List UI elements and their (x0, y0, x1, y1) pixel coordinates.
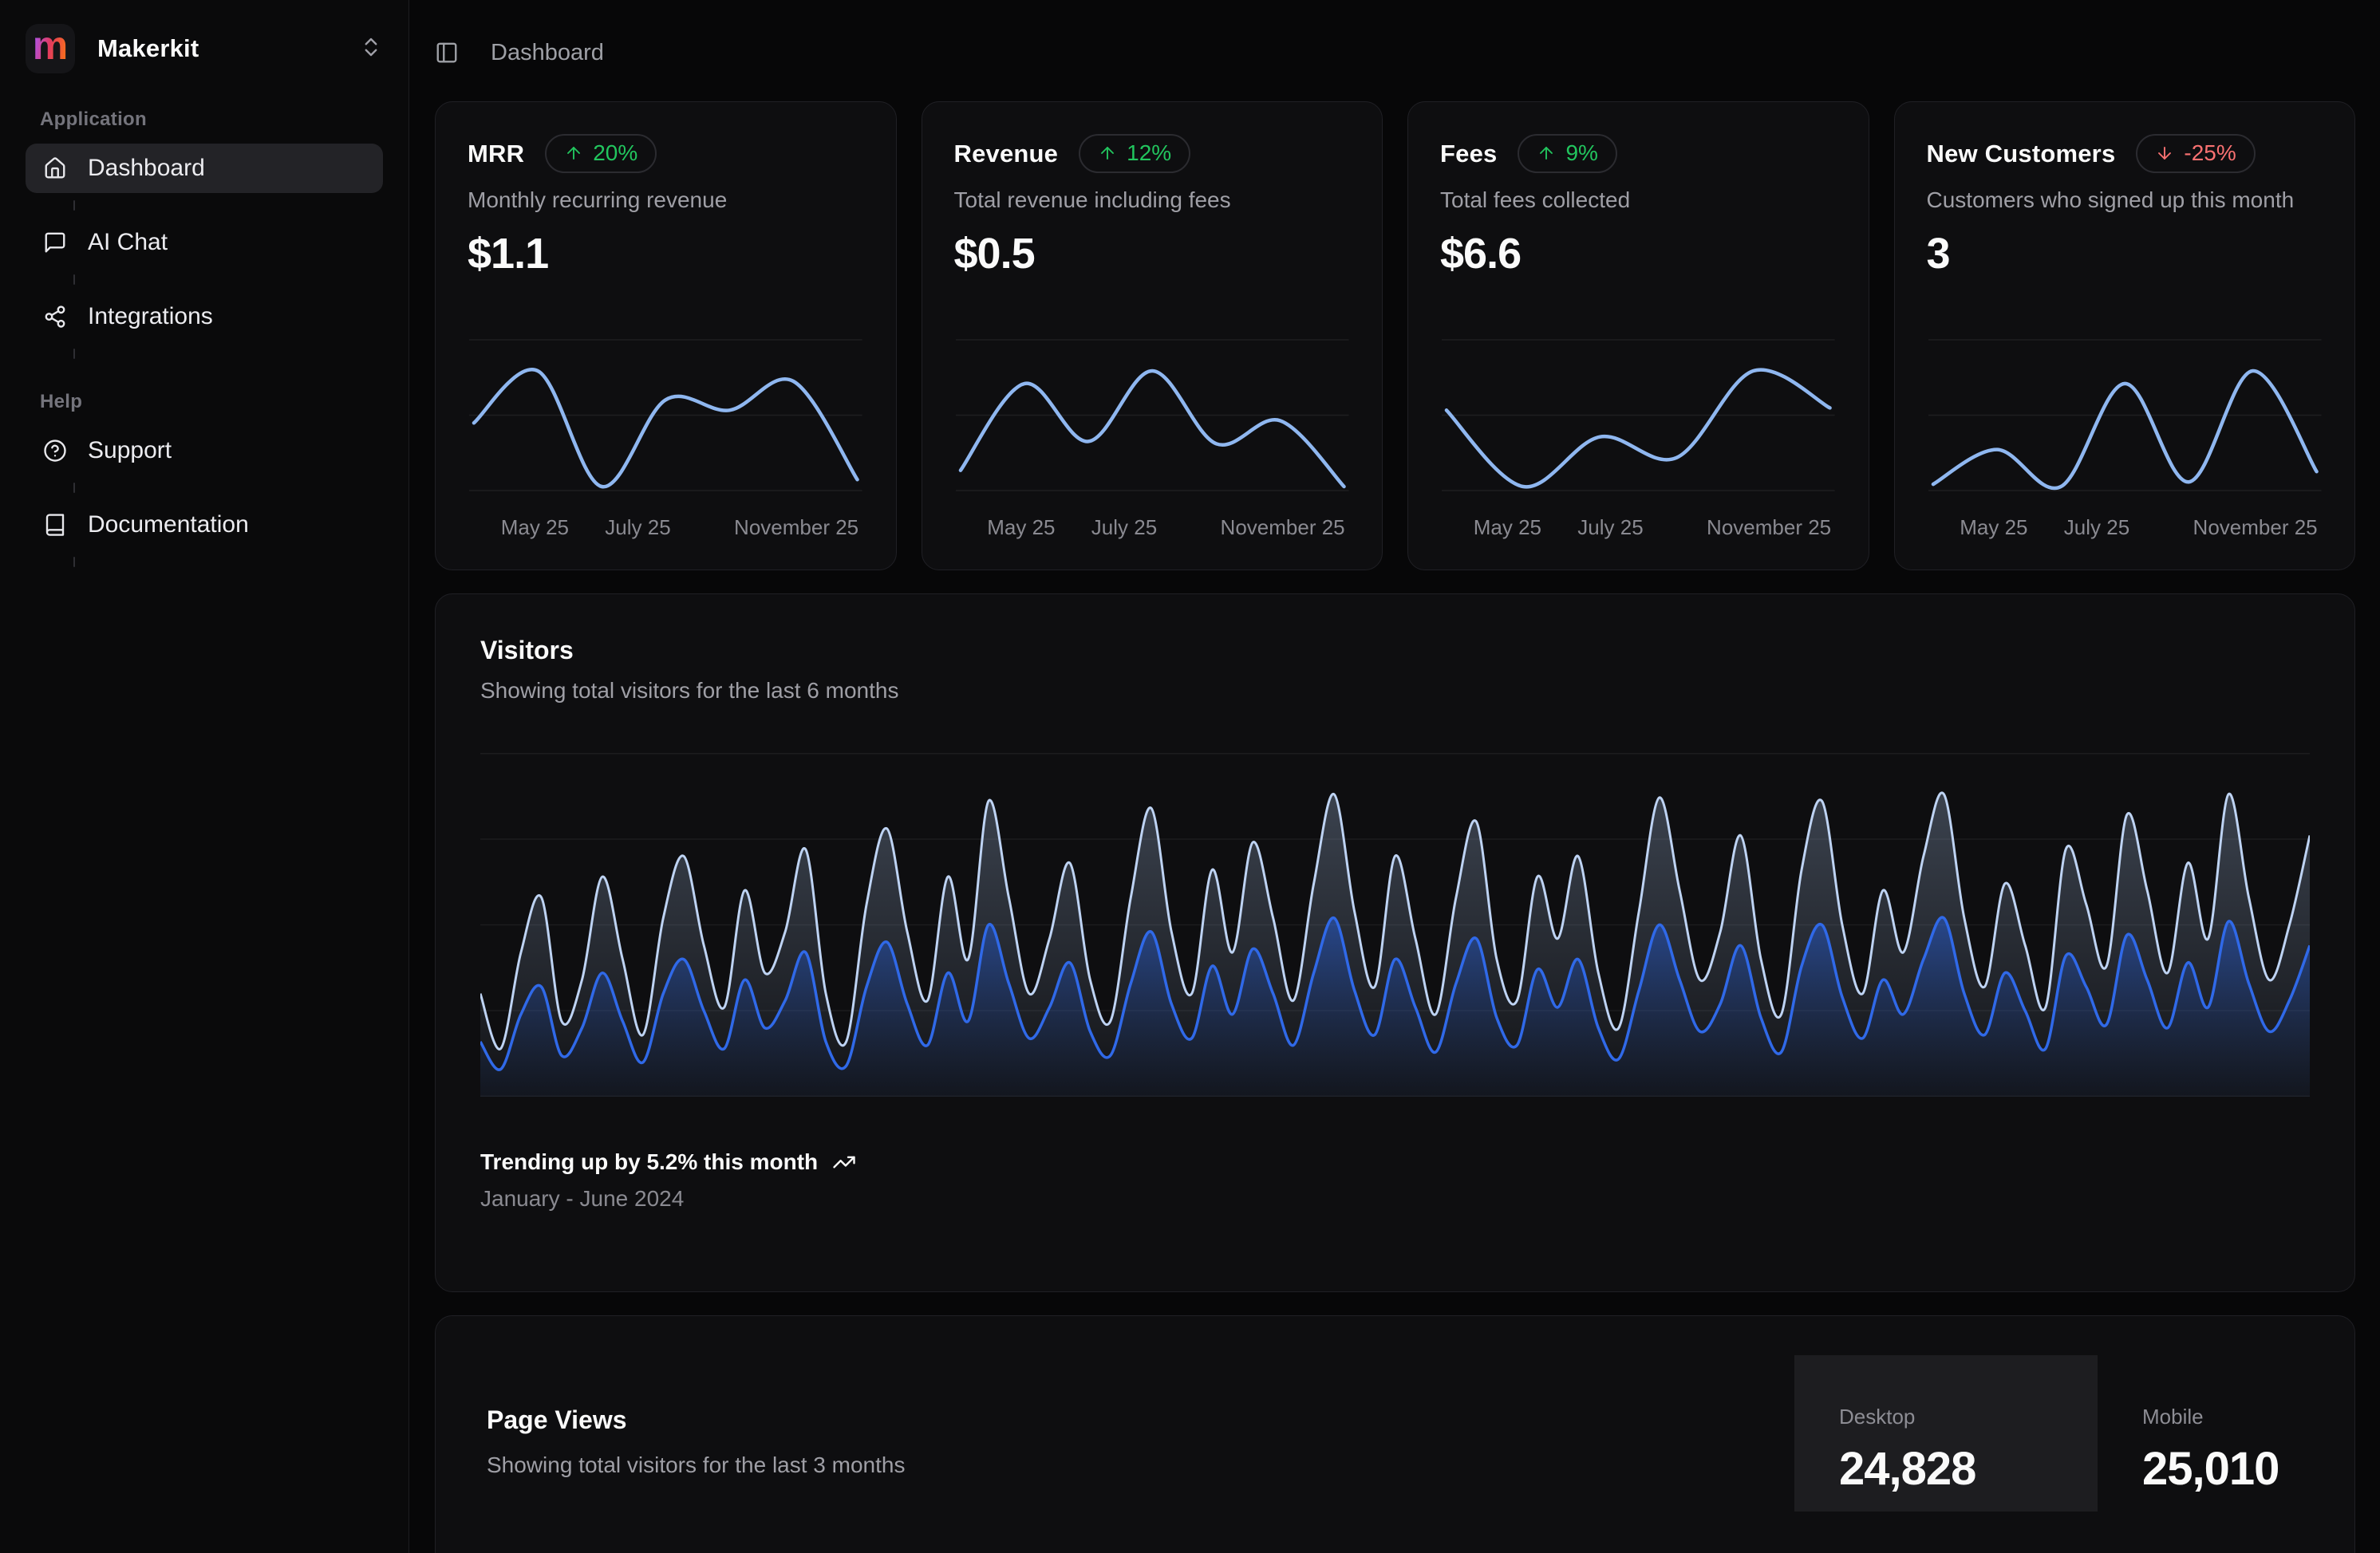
sparkline-chart: May 25 July 25 November 25 (954, 332, 1351, 547)
sidebar-item-ai-chat[interactable]: AI Chat (26, 218, 383, 267)
sidebar-item-dashboard[interactable]: Dashboard (26, 144, 383, 193)
sparkline-chart: May 25 July 25 November 25 (1927, 332, 2323, 547)
topbar: Dashboard (435, 30, 2355, 75)
visitors-card: Visitors Showing total visitors for the … (435, 593, 2355, 1292)
tab-desktop[interactable]: Desktop 24,828 (1794, 1355, 2098, 1512)
stat-value: 3 (1927, 229, 2323, 278)
stat-card-fees: Fees 9% Total fees collected $6.6 May 25… (1407, 101, 1869, 570)
page-views-tabs: Desktop 24,828 Mobile 25,010 (1794, 1316, 2354, 1553)
stat-badge-0: 20% (545, 134, 657, 173)
nav-divider-dash (73, 200, 75, 211)
stat-title: New Customers (1927, 140, 2116, 168)
x-tick: November 25 (1707, 515, 1831, 540)
x-tick: July 25 (1091, 515, 1157, 540)
stat-badge-value: 12% (1127, 140, 1171, 166)
sidebar-item-label: Dashboard (88, 155, 205, 182)
page-views-title: Page Views (487, 1405, 905, 1435)
visitors-description: Showing total visitors for the last 6 mo… (480, 678, 2310, 704)
chevrons-up-down-icon[interactable] (359, 35, 383, 63)
sidebar: m Makerkit Application Dashboard AI Chat… (0, 0, 409, 1553)
stat-card-new-customers: New Customers -25% Customers who signed … (1894, 101, 2356, 570)
chat-icon (43, 231, 67, 254)
x-tick: November 25 (1221, 515, 1345, 540)
stat-badge-2: 9% (1518, 134, 1616, 173)
sidebar-item-documentation[interactable]: Documentation (26, 500, 383, 550)
stat-badge-1: 12% (1079, 134, 1190, 173)
sparkline-chart: May 25 July 25 November 25 (468, 332, 864, 547)
x-tick: May 25 (501, 515, 569, 540)
main-content: Dashboard MRR 20% Monthly recurring reve… (409, 0, 2380, 1553)
arrow-down-icon (2155, 144, 2174, 163)
x-tick: July 25 (2064, 515, 2129, 540)
x-tick: July 25 (1577, 515, 1643, 540)
makerkit-logo: m (26, 24, 75, 73)
stat-badge-value: 20% (593, 140, 637, 166)
visitors-date-range: January - June 2024 (480, 1186, 2310, 1212)
x-tick: November 25 (734, 515, 858, 540)
tab-value: 25,010 (2142, 1442, 2354, 1496)
sidebar-item-label: Integrations (88, 303, 213, 330)
sidebar-item-label: Documentation (88, 511, 249, 538)
nav-divider-dash (73, 557, 75, 567)
arrow-up-icon (564, 144, 583, 163)
help-circle-icon (43, 439, 67, 463)
tab-label: Desktop (1839, 1405, 2098, 1429)
stat-value: $0.5 (954, 229, 1351, 278)
book-icon (43, 513, 67, 537)
tab-label: Mobile (2142, 1405, 2354, 1429)
sidebar-item-label: Support (88, 437, 172, 464)
breadcrumb: Dashboard (491, 40, 604, 66)
visitors-area-chart (480, 753, 2310, 1097)
stat-description: Customers who signed up this month (1927, 187, 2323, 213)
stat-value: $1.1 (468, 229, 864, 278)
sidebar-item-label: AI Chat (88, 229, 168, 256)
arrow-up-icon (1098, 144, 1117, 163)
x-tick: May 25 (1474, 515, 1541, 540)
visitors-trend-text: Trending up by 5.2% this month (480, 1149, 818, 1175)
tab-mobile[interactable]: Mobile 25,010 (2098, 1355, 2354, 1512)
x-tick: July 25 (605, 515, 670, 540)
home-icon (43, 156, 67, 180)
workspace-switcher[interactable]: m Makerkit (26, 24, 383, 73)
sidebar-section-application: Application (40, 108, 383, 131)
nav-divider-dash (73, 483, 75, 493)
stat-title: Fees (1440, 140, 1497, 168)
brand-name: Makerkit (97, 34, 337, 63)
trending-up-icon (832, 1150, 856, 1174)
sidebar-toggle-icon[interactable] (435, 41, 459, 65)
nav-divider-dash (73, 274, 75, 285)
stat-badge-value: -25% (2184, 140, 2236, 166)
x-tick: May 25 (987, 515, 1055, 540)
logo-letter: m (33, 26, 68, 65)
stat-title: Revenue (954, 140, 1059, 168)
page-views-description: Showing total visitors for the last 3 mo… (487, 1452, 905, 1478)
sidebar-item-integrations[interactable]: Integrations (26, 292, 383, 341)
stat-card-mrr: MRR 20% Monthly recurring revenue $1.1 M… (435, 101, 897, 570)
visitors-title: Visitors (480, 636, 2310, 665)
sidebar-section-help: Help (40, 391, 383, 413)
nav-divider-dash (73, 349, 75, 359)
stat-description: Total revenue including fees (954, 187, 1351, 213)
x-tick: November 25 (2193, 515, 2318, 540)
page-views-card: Page Views Showing total visitors for th… (435, 1315, 2355, 1553)
stat-description: Monthly recurring revenue (468, 187, 864, 213)
stat-description: Total fees collected (1440, 187, 1837, 213)
stat-cards-row: MRR 20% Monthly recurring revenue $1.1 M… (435, 101, 2355, 570)
stat-card-revenue: Revenue 12% Total revenue including fees… (922, 101, 1383, 570)
stat-title: MRR (468, 140, 524, 168)
visitors-footer: Trending up by 5.2% this month January -… (480, 1149, 2310, 1212)
x-tick: May 25 (1960, 515, 2027, 540)
share-icon (43, 305, 67, 329)
stat-badge-3: -25% (2136, 134, 2255, 173)
stat-value: $6.6 (1440, 229, 1837, 278)
tab-value: 24,828 (1839, 1442, 2098, 1496)
arrow-up-icon (1537, 144, 1556, 163)
sidebar-item-support[interactable]: Support (26, 426, 383, 475)
stat-badge-value: 9% (1565, 140, 1597, 166)
sparkline-chart: May 25 July 25 November 25 (1440, 332, 1837, 547)
